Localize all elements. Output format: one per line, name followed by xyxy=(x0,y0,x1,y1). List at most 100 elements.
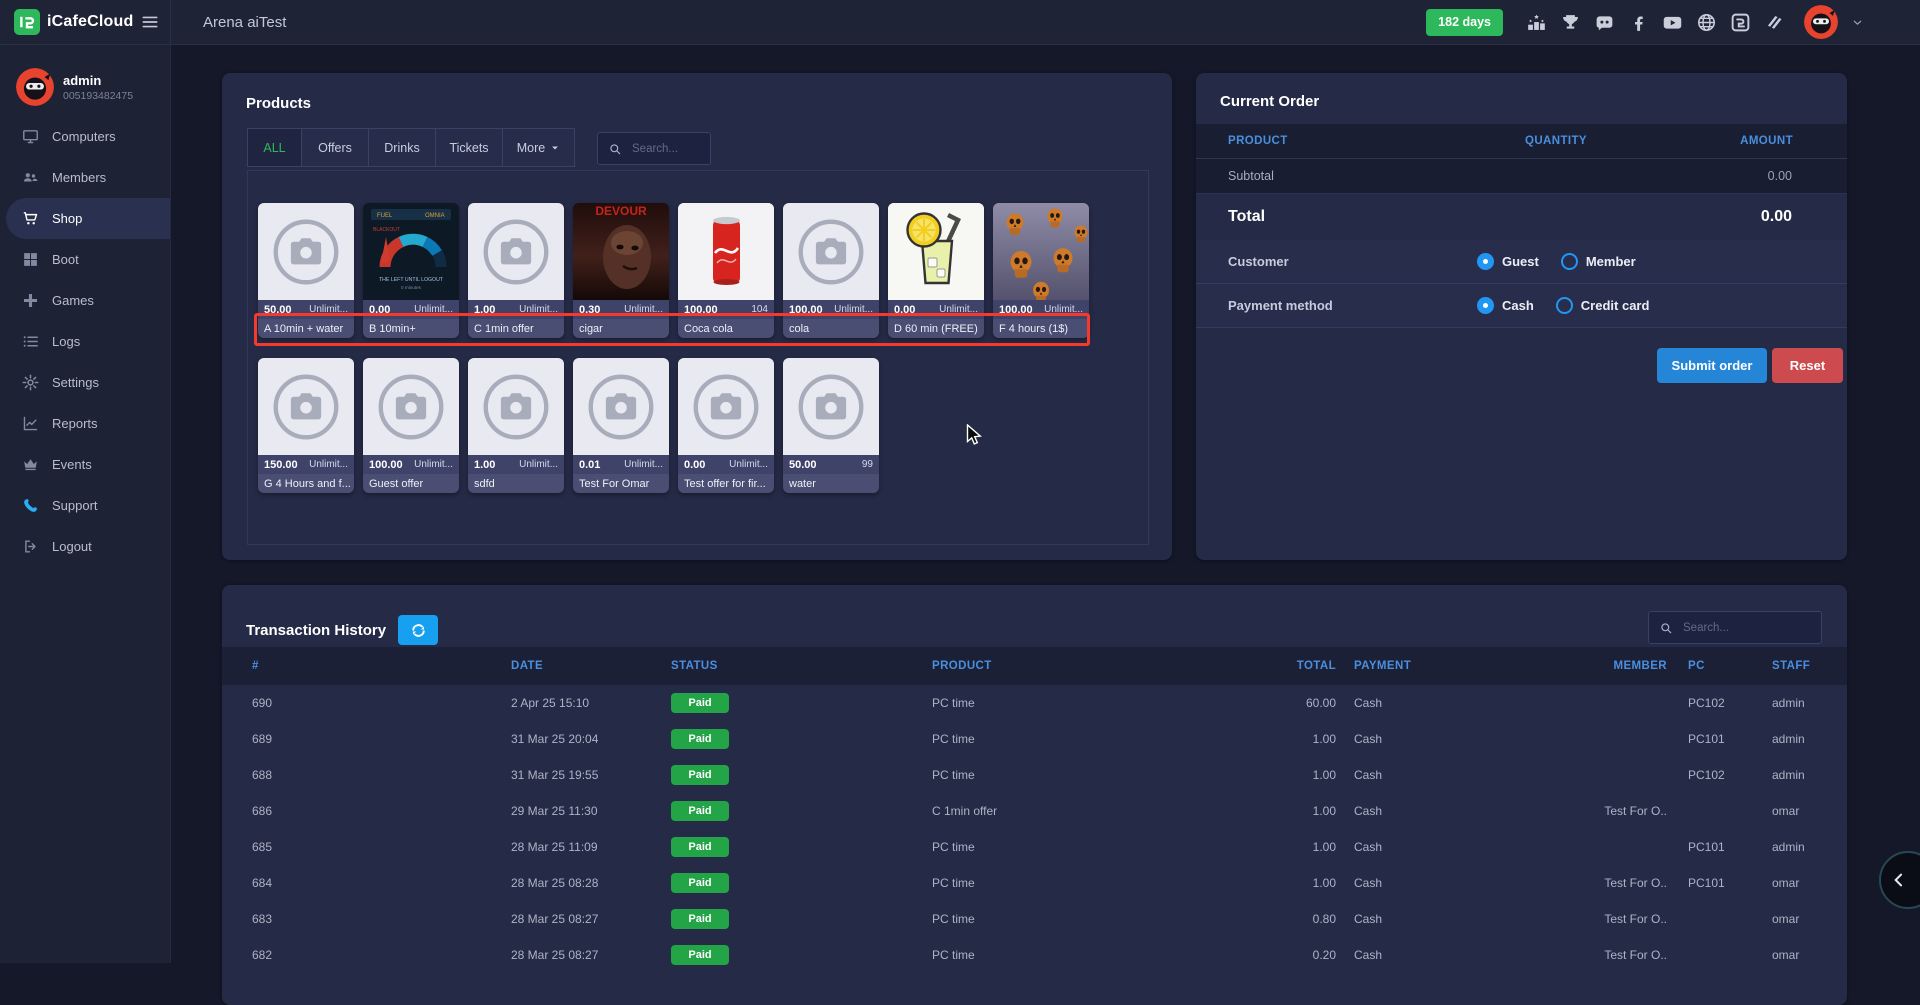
product-price: 0.00 xyxy=(369,303,391,316)
cell-payment: Cash xyxy=(1354,803,1383,818)
tab-tickets[interactable]: Tickets xyxy=(435,128,503,167)
payment-option-label[interactable]: Cash xyxy=(1502,298,1534,313)
sidebar-item-logs[interactable]: Logs xyxy=(0,321,170,362)
product-name: Test For Omar xyxy=(573,474,669,493)
sidebar-item-support[interactable]: Support xyxy=(0,485,170,526)
panel-toggle-button[interactable] xyxy=(1879,851,1920,909)
sidebar-item-events[interactable]: Events xyxy=(0,444,170,485)
product-card-guest-offer[interactable]: 100.00 Unlimit... Guest offer xyxy=(363,358,459,493)
sidebar-item-reports[interactable]: Reports xyxy=(0,403,170,444)
customer-option-label[interactable]: Guest xyxy=(1502,254,1539,269)
sidebar-item-shop[interactable]: Shop xyxy=(6,198,170,239)
transaction-row-683[interactable]: 683 28 Mar 25 08:27 Paid PC time 0.80 Cash Tes… xyxy=(222,901,1847,937)
transaction-row-682[interactable]: 682 28 Mar 25 08:27 Paid PC time 0.20 Cash Tes… xyxy=(222,937,1847,973)
subscription-days-badge[interactable]: 182 days xyxy=(1426,8,1503,36)
layers-icon[interactable] xyxy=(1764,12,1785,33)
payment-option-label[interactable]: Credit card xyxy=(1580,298,1650,313)
payment-radio-credit-card[interactable] xyxy=(1555,297,1573,314)
product-card-test-offer-for-fir[interactable]: 0.00 Unlimit... Test offer for fir... xyxy=(678,358,774,493)
product-name: cigar xyxy=(573,319,669,338)
sidebar-item-members[interactable]: Members xyxy=(0,157,170,198)
brand[interactable]: iCafeCloud xyxy=(0,0,170,44)
cell-id: 683 xyxy=(252,911,273,926)
chevron-down-icon[interactable] xyxy=(1851,16,1864,29)
transaction-row-688[interactable]: 688 31 Mar 25 19:55 Paid PC time 1.00 Cash PC1… xyxy=(222,757,1847,793)
subtotal-value: 0.00 xyxy=(1767,169,1792,183)
history-search-input[interactable] xyxy=(1681,620,1821,635)
product-image: FUEL OMNIA BLACKOUT THE LEFT UNTIL LOGOUT 0 … xyxy=(363,203,459,300)
sidebar-user[interactable]: admin 005193482475 xyxy=(16,68,156,106)
product-card-a-10min-water[interactable]: 50.00 Unlimit... A 10min + water xyxy=(258,203,354,338)
facebook-icon[interactable] xyxy=(1628,12,1649,33)
product-card-coca-cola[interactable]: 100.00 104 Coca cola xyxy=(678,203,774,338)
product-name: water xyxy=(783,474,879,493)
cell-staff: admin xyxy=(1772,731,1805,746)
discord-icon[interactable] xyxy=(1594,12,1615,33)
cell-product: PC time xyxy=(932,839,975,854)
product-card-test-for-omar[interactable]: 0.01 Unlimit... Test For Omar xyxy=(573,358,669,493)
product-card-d-60-min-free[interactable]: 0.00 Unlimit... D 60 min (FREE) xyxy=(888,203,984,338)
phone-icon xyxy=(22,497,39,514)
customer-radio-member[interactable] xyxy=(1560,253,1578,270)
product-stock: Unlimit... xyxy=(309,459,348,470)
cell-payment: Cash xyxy=(1354,767,1383,782)
customer-label: Customer xyxy=(1228,254,1289,269)
customer-radio-guest[interactable] xyxy=(1477,253,1494,270)
globe-icon[interactable] xyxy=(1696,12,1717,33)
product-card-c-1min-offer[interactable]: 1.00 Unlimit... C 1min offer xyxy=(468,203,564,338)
ranking-icon[interactable] xyxy=(1526,12,1547,33)
cell-date: 2 Apr 25 15:10 xyxy=(511,695,590,710)
transaction-row-684[interactable]: 684 28 Mar 25 08:28 Paid PC time 1.00 Cash Tes… xyxy=(222,865,1847,901)
tab-more[interactable]: More xyxy=(502,128,575,167)
sidebar-item-computers[interactable]: Computers xyxy=(0,116,170,157)
cell-staff: admin xyxy=(1772,767,1805,782)
transaction-row-689[interactable]: 689 31 Mar 25 20:04 Paid PC time 1.00 Cash PC1… xyxy=(222,721,1847,757)
products-search-input[interactable] xyxy=(630,141,710,156)
svg-text:THE LEFT UNTIL LOGOUT: THE LEFT UNTIL LOGOUT xyxy=(379,277,444,283)
payment-radio-cash[interactable] xyxy=(1477,297,1494,314)
submit-order-button[interactable]: Submit order xyxy=(1657,348,1767,383)
menu-icon[interactable] xyxy=(140,12,160,32)
product-card-sdfd[interactable]: 1.00 Unlimit... sdfd xyxy=(468,358,564,493)
transaction-history-title: Transaction History xyxy=(246,621,387,639)
cell-pc: PC101 xyxy=(1688,839,1725,854)
product-stock: Unlimit... xyxy=(309,304,348,315)
tab-drinks[interactable]: Drinks xyxy=(368,128,436,167)
youtube-icon[interactable] xyxy=(1662,12,1683,33)
product-name: sdfd xyxy=(468,474,564,493)
sidebar-item-games[interactable]: Games xyxy=(0,280,170,321)
tab-all[interactable]: ALL xyxy=(247,128,302,167)
cell-date: 31 Mar 25 19:55 xyxy=(511,767,599,782)
transaction-row-685[interactable]: 685 28 Mar 25 11:09 Paid PC time 1.00 Cash PC1… xyxy=(222,829,1847,865)
tab-offers[interactable]: Offers xyxy=(301,128,369,167)
cell-total: 0.20 xyxy=(1312,947,1336,962)
product-stock: Unlimit... xyxy=(729,459,768,470)
cell-payment: Cash xyxy=(1354,695,1383,710)
product-card-f-4-hours-1[interactable]: 100.00 Unlimit... F 4 hours (1$) xyxy=(993,203,1089,338)
cell-member: Test For O.. xyxy=(1604,911,1667,926)
cell-id: 684 xyxy=(252,875,273,890)
transaction-row-690[interactable]: 690 2 Apr 25 15:10 Paid PC time 60.00 Cash PC1… xyxy=(222,685,1847,721)
status-badge: Paid xyxy=(671,764,729,785)
product-card-water[interactable]: 50.00 99 water xyxy=(783,358,879,493)
customer-options: Guest Member xyxy=(1477,253,1650,270)
product-card-cola[interactable]: 100.00 Unlimit... cola xyxy=(783,203,879,338)
sidebar-item-logout[interactable]: Logout xyxy=(0,526,170,567)
transaction-row-686[interactable]: 686 29 Mar 25 11:30 Paid C 1min offer 1.00 Ca… xyxy=(222,793,1847,829)
trophy-icon[interactable] xyxy=(1560,12,1581,33)
icafecloud-icon[interactable] xyxy=(1730,12,1751,33)
product-card-g-4-hours-and-f[interactable]: 150.00 Unlimit... G 4 Hours and f... xyxy=(258,358,354,493)
customer-option-label[interactable]: Member xyxy=(1585,254,1636,269)
sidebar-item-settings[interactable]: Settings xyxy=(0,362,170,403)
cell-total: 60.00 xyxy=(1305,695,1336,710)
order-col-amount: AMOUNT xyxy=(1740,135,1793,147)
product-card-cigar[interactable]: DEVOUR 0.30 Unlimit... cigar xyxy=(573,203,669,338)
search-icon xyxy=(608,142,622,156)
product-price: 50.00 xyxy=(789,458,817,471)
reset-button[interactable]: Reset xyxy=(1772,348,1843,383)
refresh-button[interactable] xyxy=(398,615,439,645)
user-avatar[interactable] xyxy=(1804,5,1838,39)
product-card-b-10min[interactable]: FUEL OMNIA BLACKOUT THE LEFT UNTIL LOGOUT 0 … xyxy=(363,203,459,338)
sidebar-item-boot[interactable]: Boot xyxy=(0,239,170,280)
